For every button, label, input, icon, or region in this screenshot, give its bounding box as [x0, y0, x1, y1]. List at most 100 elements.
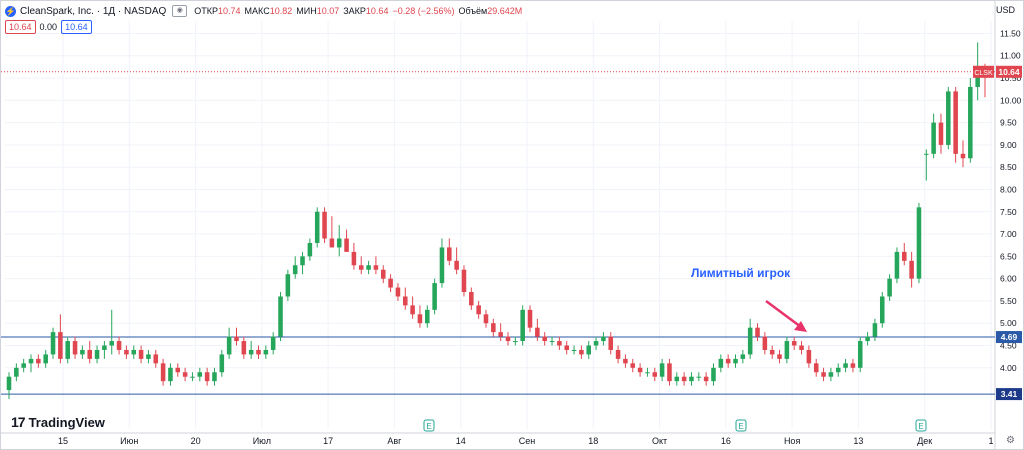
candle-body[interactable] — [336, 238, 342, 248]
candle-body[interactable] — [388, 278, 393, 288]
candle-body[interactable] — [637, 367, 643, 373]
candle-body[interactable] — [491, 323, 496, 333]
candle-body[interactable] — [850, 363, 856, 368]
candle-body[interactable] — [681, 376, 687, 382]
candle-body[interactable] — [72, 341, 78, 355]
symbol-title[interactable]: CleanSpark, Inc. · 1Д · NASDAQ — [20, 5, 167, 17]
candle-body[interactable] — [410, 305, 415, 315]
candle-body[interactable] — [175, 367, 181, 373]
candle-body[interactable] — [241, 341, 247, 355]
candle-body[interactable] — [153, 354, 159, 364]
candle-body[interactable] — [498, 332, 503, 337]
candle-body[interactable] — [946, 91, 951, 145]
candle-body[interactable] — [417, 314, 423, 324]
candle-body[interactable] — [630, 363, 636, 368]
candle-body[interactable] — [395, 287, 401, 297]
candle-body[interactable] — [835, 367, 841, 373]
candle-body[interactable] — [344, 238, 349, 252]
tradingview-logo[interactable]: 17 TradingView — [11, 414, 105, 430]
candle-body[interactable] — [300, 256, 305, 266]
candle-body[interactable] — [461, 269, 467, 293]
candle-body[interactable] — [652, 372, 658, 377]
candle-body[interactable] — [21, 363, 26, 368]
candle-body[interactable] — [968, 86, 973, 159]
candle-body[interactable] — [483, 314, 489, 324]
candle-body[interactable] — [579, 349, 584, 355]
candle-body[interactable] — [234, 336, 239, 342]
earnings-marker[interactable] — [915, 419, 927, 432]
candle-body[interactable] — [358, 265, 364, 270]
candle-body[interactable] — [549, 341, 555, 343]
sell-button[interactable]: 10.64 — [5, 20, 36, 34]
candle-body[interactable] — [593, 341, 599, 346]
candle-body[interactable] — [226, 336, 232, 355]
candle-body[interactable] — [109, 341, 115, 346]
candle-body[interactable] — [953, 91, 958, 154]
candle-body[interactable] — [505, 336, 511, 342]
candle-body[interactable] — [924, 153, 929, 155]
candle-body[interactable] — [571, 349, 577, 351]
candle-body[interactable] — [43, 354, 48, 364]
candle-body[interactable] — [190, 376, 195, 378]
candle-body[interactable] — [931, 122, 936, 154]
candle-body[interactable] — [747, 327, 753, 355]
candle-body[interactable] — [204, 372, 210, 382]
candle-body[interactable] — [806, 349, 812, 364]
annotation-arrow[interactable] — [765, 299, 802, 329]
candle-body[interactable] — [960, 153, 966, 159]
candle-body[interactable] — [168, 367, 173, 382]
candle-body[interactable] — [351, 251, 357, 266]
candle-body[interactable] — [447, 247, 452, 261]
candle-body[interactable] — [513, 341, 518, 343]
candle-body[interactable] — [916, 207, 922, 279]
candle-body[interactable] — [586, 345, 592, 355]
annotation-text[interactable]: Лимитный игрок — [691, 266, 791, 280]
candle-body[interactable] — [821, 372, 826, 377]
candle-body[interactable] — [894, 251, 900, 279]
candle-body[interactable] — [80, 349, 85, 355]
candle-body[interactable] — [256, 349, 261, 355]
candle-body[interactable] — [160, 363, 166, 382]
candle-body[interactable] — [784, 341, 790, 359]
candle-body[interactable] — [843, 363, 848, 368]
candle-body[interactable] — [725, 358, 731, 364]
candle-body[interactable] — [307, 242, 313, 257]
candle-body[interactable] — [87, 349, 92, 359]
candle-body[interactable] — [601, 336, 606, 342]
candle-body[interactable] — [608, 336, 614, 350]
candle-body[interactable] — [65, 341, 70, 359]
candle-body[interactable] — [659, 363, 665, 377]
candle-body[interactable] — [703, 376, 709, 382]
candle-body[interactable] — [14, 367, 19, 377]
candle-body[interactable] — [146, 354, 151, 359]
candle-body[interactable] — [791, 341, 797, 346]
candle-body[interactable] — [645, 372, 650, 374]
candle-body[interactable] — [432, 283, 437, 310]
candle-body[interactable] — [322, 211, 327, 239]
candle-body[interactable] — [718, 358, 724, 368]
candle-body[interactable] — [94, 349, 100, 359]
candle-body[interactable] — [102, 345, 107, 350]
candle-body[interactable] — [711, 367, 716, 382]
candle-body[interactable] — [439, 247, 445, 284]
candle-body[interactable] — [696, 376, 702, 378]
candle-body[interactable] — [623, 358, 628, 364]
candle-body[interactable] — [28, 358, 34, 364]
candle-body[interactable] — [769, 349, 775, 355]
candle-body[interactable] — [36, 358, 41, 364]
candle-body[interactable] — [124, 349, 129, 355]
candle-body[interactable] — [373, 265, 379, 270]
candle-body[interactable] — [733, 358, 738, 364]
candle-body[interactable] — [762, 336, 768, 350]
candle-body[interactable] — [879, 296, 885, 324]
candle-body[interactable] — [527, 309, 533, 328]
candle-body[interactable] — [285, 274, 291, 297]
candle-body[interactable] — [799, 345, 804, 350]
candle-body[interactable] — [564, 345, 569, 350]
candle-body[interactable] — [667, 363, 672, 382]
candle-body[interactable] — [887, 278, 892, 297]
candle-body[interactable] — [740, 354, 746, 359]
candle-body[interactable] — [182, 372, 188, 377]
candle-body[interactable] — [520, 309, 525, 342]
